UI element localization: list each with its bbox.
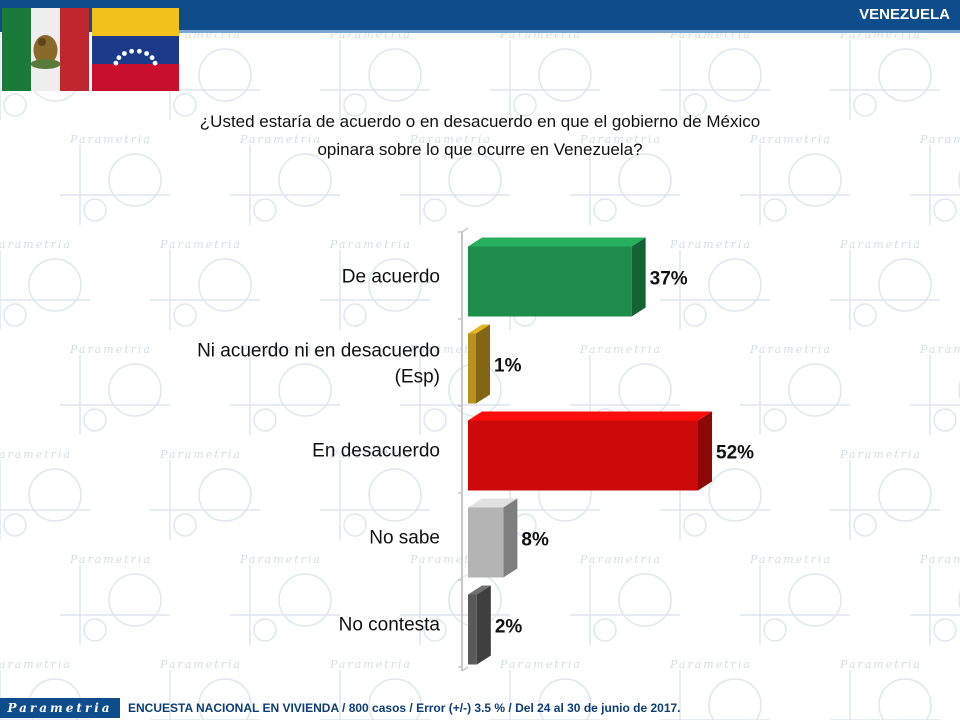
background-watermark-text: Parametria [579, 343, 662, 356]
flag-star-icon [137, 48, 142, 54]
background-watermark-text: Parametria [839, 238, 922, 251]
bar [468, 237, 646, 317]
category-label: Ni acuerdo ni en desacuerdo [197, 341, 440, 362]
background-watermark-text: Parametria [0, 448, 72, 461]
flag-star-icon [149, 55, 155, 61]
background-watermark-text: Parametria [159, 448, 242, 461]
background-watermark-text: Parametria [0, 658, 72, 671]
background-watermark-text: Parametria [669, 238, 752, 251]
data-label: 1% [494, 356, 522, 377]
background-watermark-text: Parametria [329, 658, 412, 671]
background-watermark-text: Parametria [159, 238, 242, 251]
background-watermark-text: Parametria [239, 343, 322, 356]
background-watermark-text: Parametria [919, 553, 960, 566]
flag-star-icon [116, 55, 122, 61]
survey-footnote: ENCUESTA NACIONAL EN VIVIENDA / 800 caso… [128, 701, 681, 715]
bar-top-face [468, 324, 490, 334]
bar-side-face [503, 498, 518, 578]
background-watermark-text: Parametria [919, 343, 960, 356]
flag-star-icon [122, 51, 127, 56]
flag-star-icon [113, 60, 119, 66]
bar-side-face [476, 324, 490, 404]
bar-side-face [631, 237, 646, 317]
flag-star-icon [129, 48, 134, 54]
bar-front-face [468, 507, 504, 578]
country-label: VENEZUELA [859, 6, 950, 23]
venezuela-flag-icon [92, 8, 179, 91]
mexico-flag-icon [2, 8, 89, 91]
top-bar-tab: VENEZUELA [480, 0, 960, 32]
survey-question: ¿Usted estaría de acuerdo o en desacuerd… [150, 108, 810, 164]
bar-side-face [476, 585, 491, 665]
bar-front-face [468, 420, 698, 491]
data-label: 52% [716, 443, 754, 464]
flag-star-icon [152, 60, 158, 66]
survey-question-line-2: opinara sobre lo que ocurre en Venezuela… [317, 140, 643, 159]
background-watermark-text: Parametria [749, 343, 832, 356]
background-watermark-text: Parametria [69, 133, 152, 146]
bar [468, 498, 518, 578]
parametria-logo: Parametria [0, 698, 120, 718]
background-watermark-text: Parametria [409, 133, 492, 146]
background-watermark-text: Parametria [0, 238, 72, 251]
background-watermark-text: Parametria [919, 133, 960, 146]
bar-front-face [468, 594, 477, 665]
category-label: No contesta [339, 615, 441, 636]
bar [468, 411, 712, 491]
background-watermark-text: Parametria [749, 553, 832, 566]
background-watermark-text: Parametria [669, 658, 752, 671]
bar-side-face [698, 411, 712, 491]
category-label: No sabe [369, 528, 440, 549]
data-label: 8% [521, 530, 549, 551]
background-watermark-text: Parametria [579, 553, 662, 566]
bar-top-face [468, 411, 712, 421]
background-watermark-text: Parametria [839, 658, 922, 671]
background-watermark-text: Parametria [69, 343, 152, 356]
bar [468, 585, 491, 665]
flag-star-icon [144, 51, 149, 56]
data-label: 2% [495, 617, 523, 638]
category-label: De acuerdo [342, 267, 440, 288]
background-watermark-text: Parametria [159, 658, 242, 671]
background-watermark-text: Parametria [839, 448, 922, 461]
background-watermark-text: Parametria [749, 133, 832, 146]
background-watermark-text: Parametria [499, 658, 582, 671]
background-watermark-text: Parametria [579, 133, 662, 146]
bar-top-face [468, 585, 491, 595]
background-watermark-text: Parametria [69, 553, 152, 566]
data-label: 37% [650, 269, 688, 290]
background-watermark-text: Parametria [329, 238, 412, 251]
bar-top-face [468, 498, 518, 508]
background-watermark-text: Parametria [329, 448, 412, 461]
survey-question-line-1: ¿Usted estaría de acuerdo o en desacuerd… [199, 112, 761, 131]
bar-front-face [468, 333, 476, 404]
bar [468, 324, 490, 404]
background-watermark-text: Parametria [239, 553, 322, 566]
category-label: (Esp) [395, 367, 440, 388]
background-watermark-text: Parametria [239, 133, 322, 146]
bar-top-face [468, 237, 646, 247]
top-bar-accent-line [150, 30, 960, 33]
category-label: En desacuerdo [312, 441, 440, 462]
bar-front-face [468, 246, 632, 317]
